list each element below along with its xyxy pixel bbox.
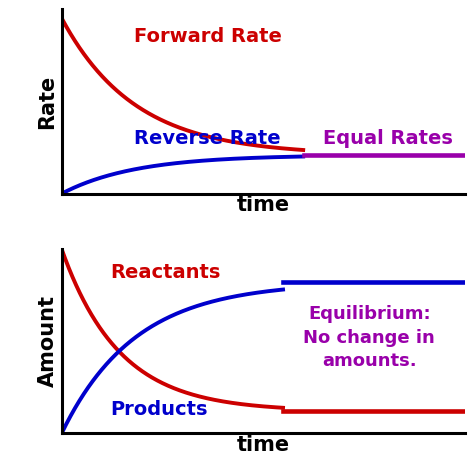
Text: Forward Rate: Forward Rate xyxy=(134,27,282,47)
Text: Equilibrium:
No change in
amounts.: Equilibrium: No change in amounts. xyxy=(303,305,435,370)
Text: Products: Products xyxy=(110,400,208,419)
X-axis label: time: time xyxy=(237,435,290,455)
Text: Equal Rates: Equal Rates xyxy=(323,129,452,148)
Y-axis label: Rate: Rate xyxy=(37,75,57,129)
X-axis label: time: time xyxy=(237,195,290,215)
Y-axis label: Amount: Amount xyxy=(37,295,57,387)
Text: Reactants: Reactants xyxy=(110,263,220,282)
Text: Reverse Rate: Reverse Rate xyxy=(134,129,281,148)
